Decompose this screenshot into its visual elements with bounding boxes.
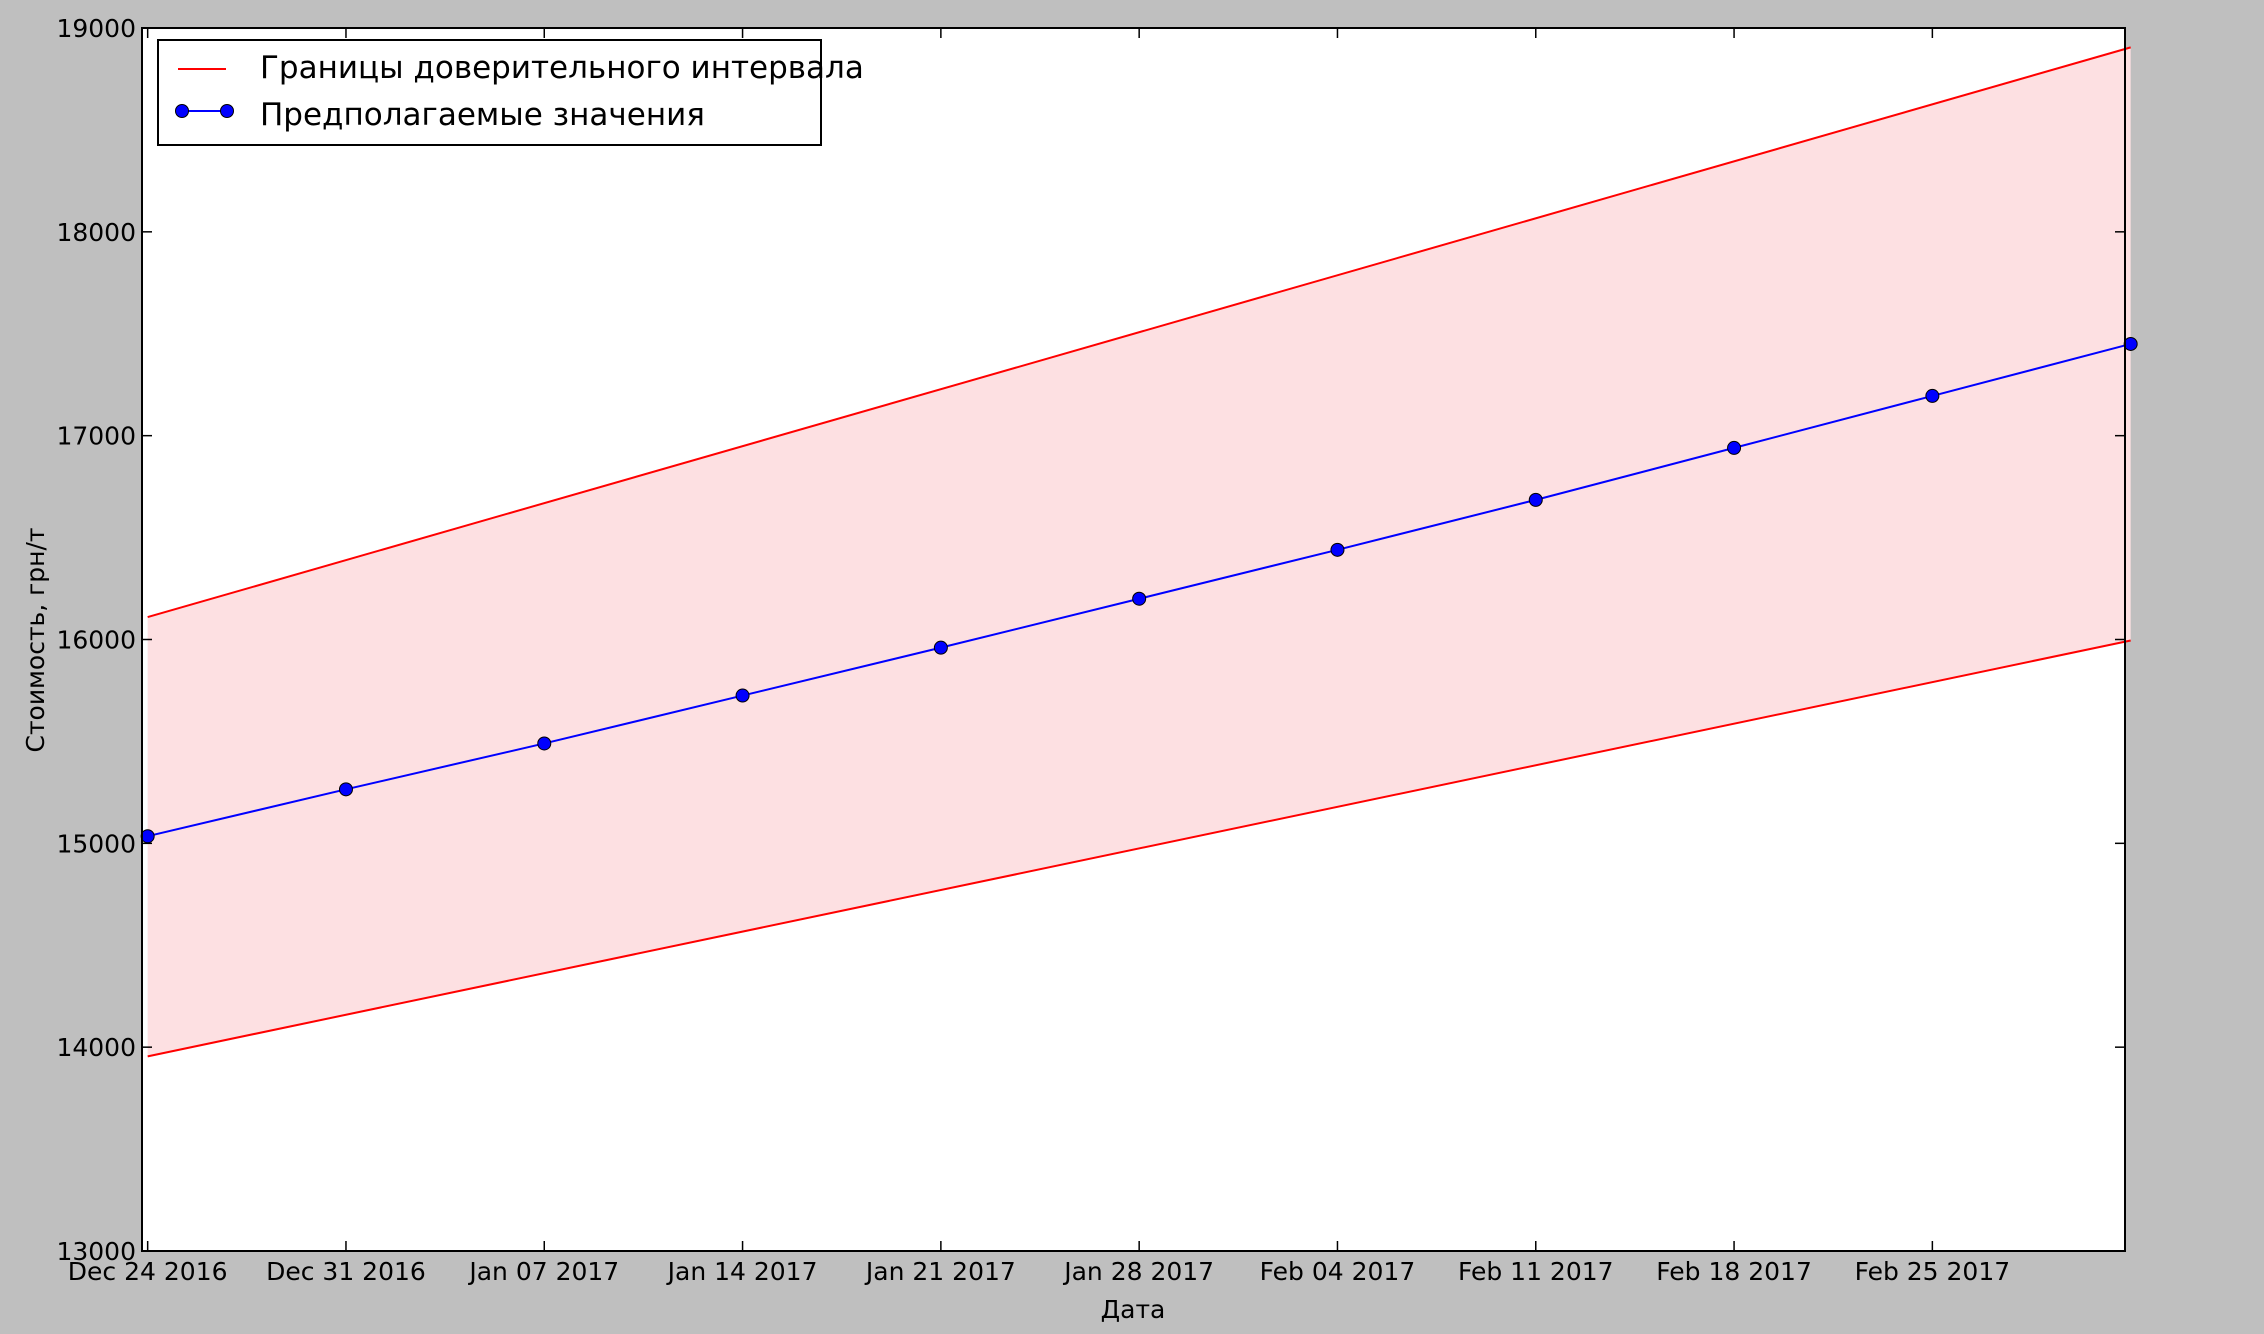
legend-band-label: Границы доверительного интервала bbox=[260, 50, 864, 86]
y-axis-label: Стоимость, грн/т bbox=[21, 528, 50, 753]
forecast-point bbox=[735, 688, 750, 703]
y-tick-label: 15000 bbox=[56, 829, 136, 858]
x-tick-label: Feb 25 2017 bbox=[1855, 1257, 2011, 1286]
y-tick-labels: 13000 14000 15000 16000 17000 18000 19000 bbox=[56, 14, 136, 1266]
x-tick-label: Feb 11 2017 bbox=[1458, 1257, 1614, 1286]
x-tick-label: Feb 04 2017 bbox=[1260, 1257, 1416, 1286]
y-tick-label: 16000 bbox=[56, 626, 136, 655]
forecast-point bbox=[140, 829, 155, 844]
x-tick-label: Jan 21 2017 bbox=[864, 1257, 1016, 1286]
x-tick-label: Jan 07 2017 bbox=[467, 1257, 619, 1286]
upper-bound-line bbox=[147, 46, 2131, 619]
legend-box bbox=[157, 39, 822, 146]
lower-bound-line bbox=[147, 639, 2131, 1058]
forecast-line-layer bbox=[140, 336, 2138, 844]
y-tick-label: 18000 bbox=[56, 218, 136, 247]
x-axis-label: Дата bbox=[1101, 1295, 1166, 1324]
y-tick-label: 13000 bbox=[56, 1237, 136, 1266]
legend-forecast-marker-right bbox=[220, 104, 234, 118]
legend: Границы доверительного интервала Предпол… bbox=[157, 39, 864, 146]
y-tick-label: 17000 bbox=[56, 422, 136, 451]
forecast-point bbox=[2123, 336, 2138, 351]
legend-forecast-marker-left bbox=[175, 104, 189, 118]
y-tick-label: 19000 bbox=[56, 14, 136, 43]
legend-forecast-label: Предполагаемые значения bbox=[260, 97, 705, 133]
forecast-point bbox=[1925, 388, 1940, 403]
forecast-point bbox=[1528, 492, 1543, 507]
axis-ticks bbox=[142, 27, 2125, 1252]
forecast-point bbox=[1132, 591, 1147, 606]
confidence-band-layer bbox=[147, 46, 2131, 1058]
x-tick-label: Jan 14 2017 bbox=[666, 1257, 818, 1286]
x-tick-label: Dec 24 2016 bbox=[68, 1257, 228, 1286]
x-tick-label: Feb 18 2017 bbox=[1656, 1257, 1812, 1286]
forecast-point bbox=[1727, 440, 1742, 455]
forecast-point bbox=[338, 782, 353, 797]
x-tick-label: Jan 28 2017 bbox=[1062, 1257, 1214, 1286]
x-tick-labels: Dec 24 2016 Dec 31 2016 Jan 07 2017 Jan 14 … bbox=[68, 1257, 2010, 1286]
confidence-band-fill bbox=[147, 47, 2131, 1057]
forecast-point bbox=[537, 736, 552, 751]
x-tick-label: Dec 31 2016 bbox=[266, 1257, 426, 1286]
y-tick-label: 14000 bbox=[56, 1033, 136, 1062]
forecast-point bbox=[933, 640, 948, 655]
forecast-point bbox=[1330, 542, 1345, 557]
